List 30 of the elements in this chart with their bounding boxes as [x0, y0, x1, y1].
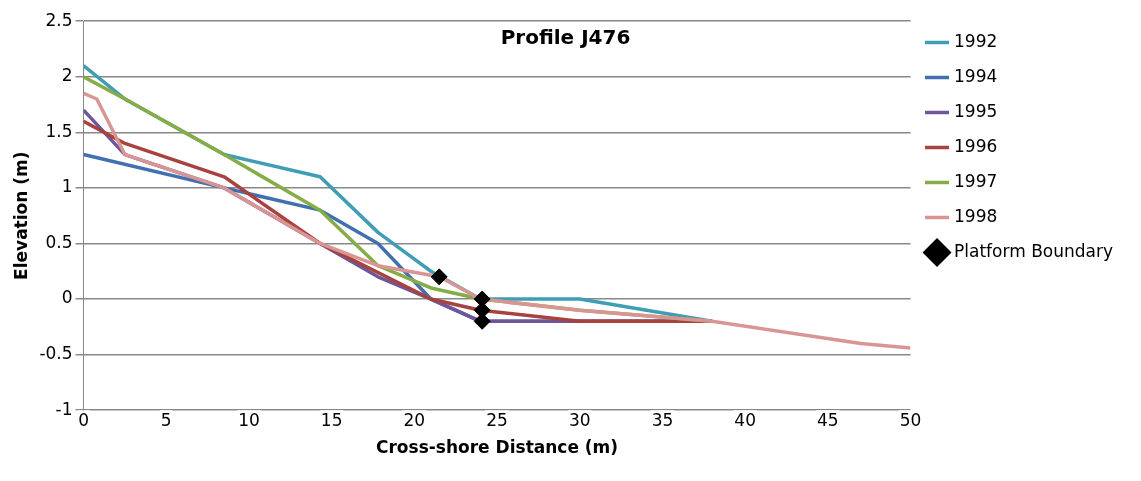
- y-tick-label: 0.5: [45, 231, 73, 252]
- y-tick-label: 1: [61, 176, 73, 197]
- legend-label: 1997: [954, 170, 998, 191]
- y-axis-title: Elevation (m): [10, 151, 31, 280]
- point: [430, 268, 448, 286]
- x-tick-label: 20: [403, 409, 426, 430]
- legend-label: Platform Boundary: [954, 240, 1113, 261]
- legend-label: 1992: [954, 30, 998, 51]
- y-tick-label: -1: [55, 398, 73, 419]
- y-tick-label: -0.5: [39, 343, 73, 364]
- y-tick-label: 2: [61, 65, 73, 86]
- legend-label: 1998: [954, 205, 998, 226]
- x-tick-label: 30: [568, 409, 591, 430]
- x-tick-label: 0: [78, 409, 89, 430]
- x-tick-label: 15: [320, 409, 343, 430]
- legend-label: 1995: [954, 100, 998, 121]
- x-tick-label: 5: [160, 409, 172, 430]
- x-tick-label: 25: [486, 409, 508, 430]
- x-tick-label: 10: [238, 409, 260, 430]
- y-tick-label: 0: [61, 287, 73, 308]
- legend-label: 1996: [954, 135, 998, 156]
- y-tick-label: 1.5: [45, 120, 73, 141]
- y-tick-label: 2.5: [45, 9, 73, 30]
- legend-label: 1994: [954, 65, 998, 86]
- x-tick-label: 50: [899, 409, 922, 430]
- x-axis-title: Cross-shore Distance (m): [376, 437, 619, 458]
- x-tick-label: 40: [734, 409, 756, 430]
- x-tick-label: 35: [651, 409, 674, 430]
- chart-title: Profile J476: [500, 25, 631, 50]
- x-tick-label: 45: [817, 409, 839, 430]
